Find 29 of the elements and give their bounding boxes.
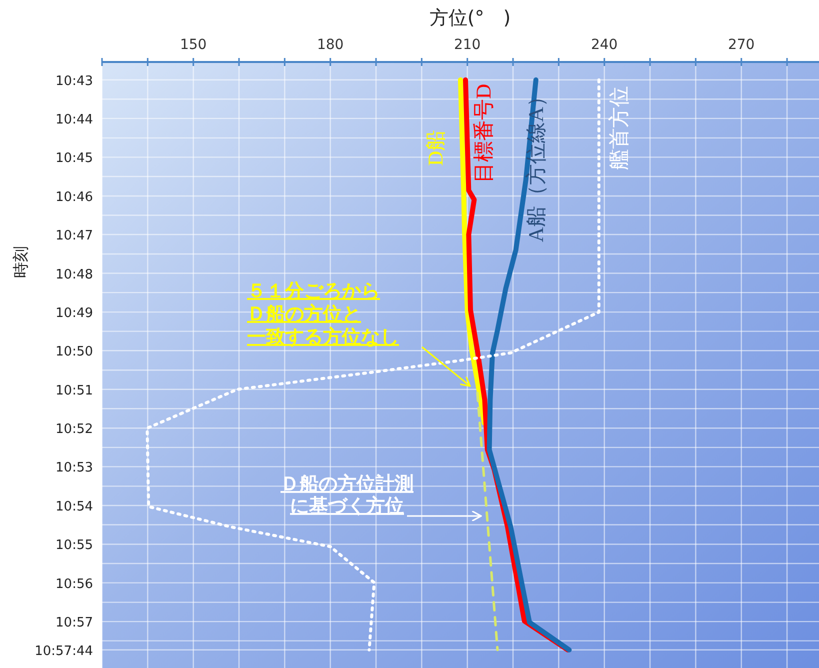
annotation: ５１分ごろからＤ船の方位と一致する方位なし <box>247 281 399 348</box>
text: 目標番号D <box>472 84 496 184</box>
x-tick-label: 150 <box>180 37 207 53</box>
y-tick-label: 10:50 <box>56 344 93 360</box>
y-tick-label: 10:46 <box>56 190 93 205</box>
x-tick-label: 210 <box>454 37 481 53</box>
x-tick-label: 180 <box>316 37 344 53</box>
y-tick-label: 10:49 <box>56 306 93 322</box>
y-axis-title: 時刻 <box>11 246 30 278</box>
y-tick-label: 10:55 <box>56 538 93 554</box>
y-tick-label: 10:57:44 <box>34 644 93 659</box>
y-tick-label: 10:53 <box>56 460 93 476</box>
y-tick-label: 10:57 <box>56 616 93 631</box>
text: A船（方位線A） <box>524 86 548 242</box>
y-tick-label: 10:47 <box>56 228 93 244</box>
y-tick-label: 10:44 <box>56 112 93 128</box>
x-tick-label: 240 <box>590 37 618 53</box>
y-tick-label: 10:43 <box>56 74 93 89</box>
x-axis-title: 方位(° ) <box>429 7 511 29</box>
y-tick-label: 10:51 <box>56 383 93 398</box>
text: 艦首方位 <box>606 86 631 170</box>
x-tick-label: 270 <box>728 37 755 53</box>
text: Ｄ船の方位計測に基づく方位 <box>280 473 414 517</box>
y-tick-label: 10:54 <box>56 499 93 514</box>
y-tick-label: 10:52 <box>56 422 93 438</box>
y-tick-label: 10:45 <box>56 151 93 166</box>
text: D船 <box>424 130 448 166</box>
y-tick-label: 10:48 <box>56 267 93 282</box>
y-tick-label: 10:56 <box>56 576 93 592</box>
